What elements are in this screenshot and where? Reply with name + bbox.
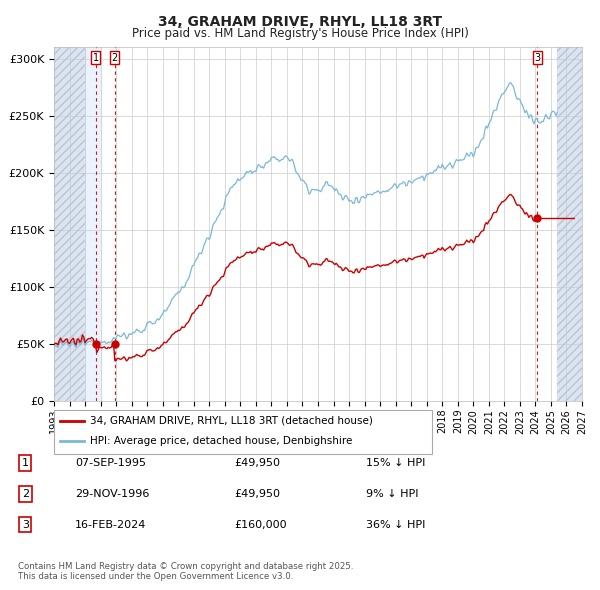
Text: 34, GRAHAM DRIVE, RHYL, LL18 3RT (detached house): 34, GRAHAM DRIVE, RHYL, LL18 3RT (detach… (90, 416, 373, 425)
Bar (557, 47, 582, 401)
Text: £49,950: £49,950 (234, 458, 280, 468)
Text: 15% ↓ HPI: 15% ↓ HPI (366, 458, 425, 468)
Text: £49,950: £49,950 (234, 489, 280, 499)
Text: Price paid vs. HM Land Registry's House Price Index (HPI): Price paid vs. HM Land Registry's House … (131, 27, 469, 40)
Text: 16-FEB-2024: 16-FEB-2024 (75, 520, 146, 529)
Text: 29-NOV-1996: 29-NOV-1996 (75, 489, 149, 499)
Text: 3: 3 (534, 53, 541, 63)
Text: 36% ↓ HPI: 36% ↓ HPI (366, 520, 425, 529)
Bar (85, 47, 101, 401)
Text: 2: 2 (22, 489, 29, 499)
Bar (54, 47, 85, 401)
Text: 3: 3 (22, 520, 29, 529)
Text: Contains HM Land Registry data © Crown copyright and database right 2025.
This d: Contains HM Land Registry data © Crown c… (18, 562, 353, 581)
Text: 1: 1 (93, 53, 99, 63)
Text: £160,000: £160,000 (234, 520, 287, 529)
Text: 1: 1 (22, 458, 29, 468)
Text: HPI: Average price, detached house, Denbighshire: HPI: Average price, detached house, Denb… (90, 437, 352, 446)
Text: 34, GRAHAM DRIVE, RHYL, LL18 3RT: 34, GRAHAM DRIVE, RHYL, LL18 3RT (158, 15, 442, 29)
Text: 07-SEP-1995: 07-SEP-1995 (75, 458, 146, 468)
Bar (557, 47, 582, 401)
Text: 2: 2 (112, 53, 118, 63)
Text: 9% ↓ HPI: 9% ↓ HPI (366, 489, 419, 499)
Bar (54, 47, 85, 401)
